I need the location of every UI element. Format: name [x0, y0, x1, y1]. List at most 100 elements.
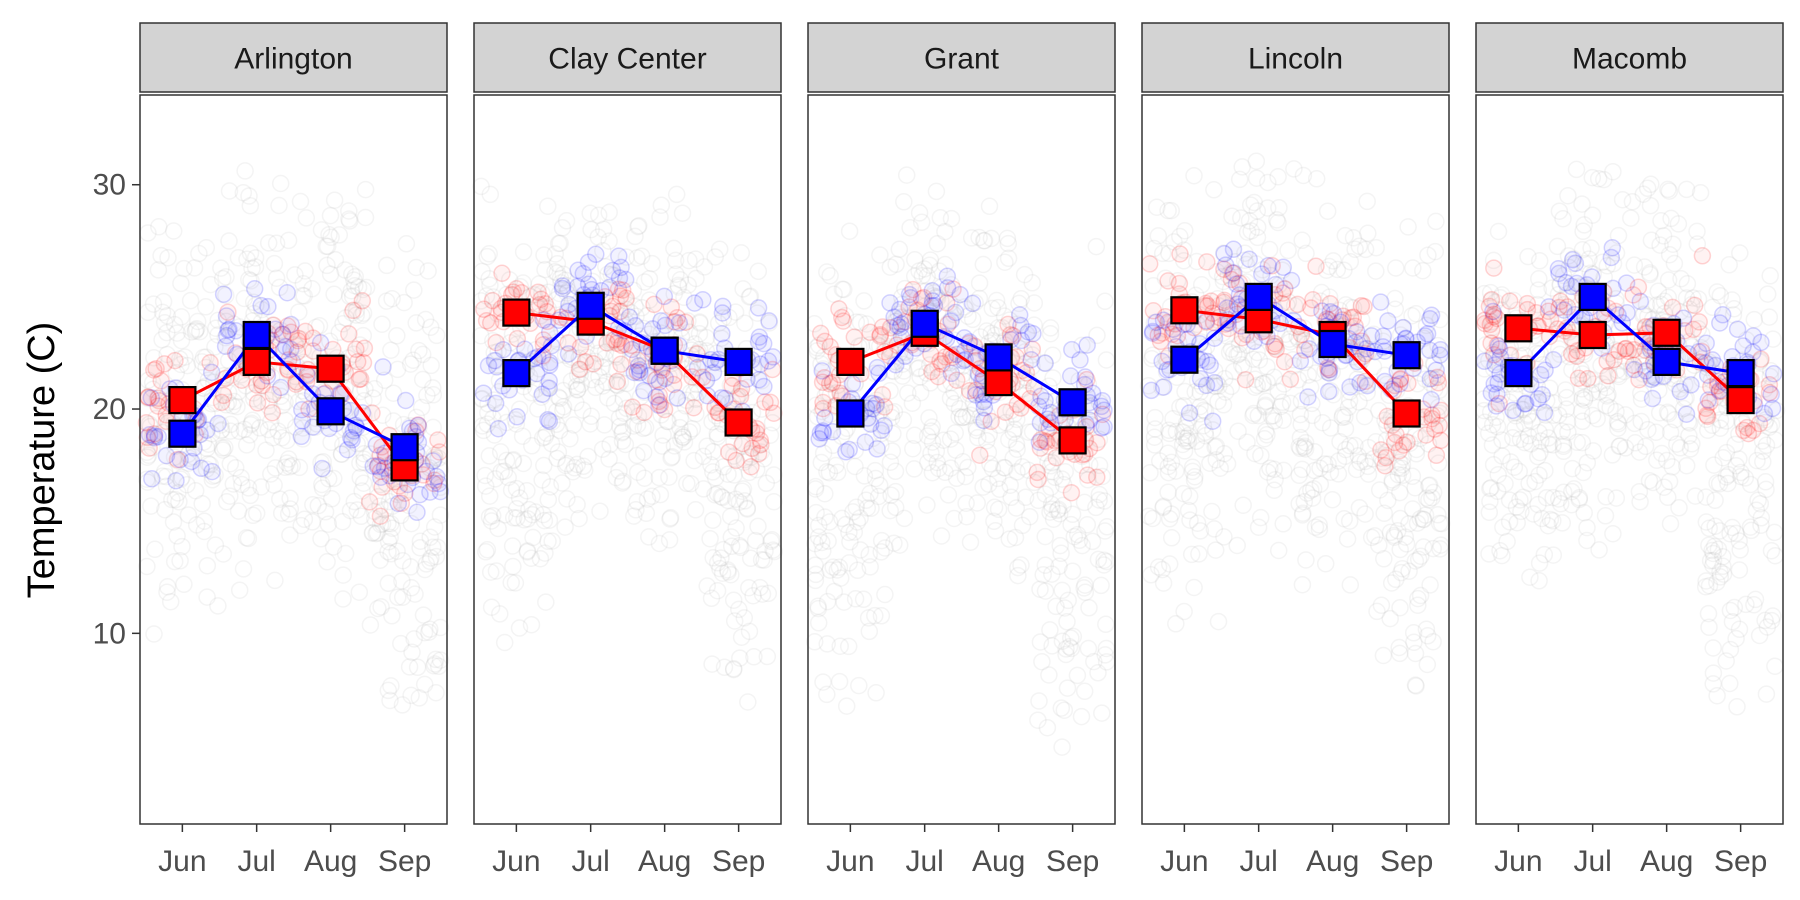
background-point	[420, 623, 438, 641]
background-point	[369, 599, 387, 618]
background-point	[421, 552, 439, 571]
red-point	[150, 392, 168, 410]
red-point	[140, 439, 158, 457]
background-point	[492, 404, 510, 422]
background-point	[281, 458, 299, 476]
blue-point	[140, 426, 159, 444]
background-point	[195, 522, 213, 541]
blue-point	[1752, 333, 1770, 352]
background-point	[336, 261, 354, 279]
background-point	[343, 287, 362, 306]
background-point	[390, 483, 409, 501]
background-point	[431, 478, 450, 497]
background-point	[530, 360, 549, 378]
red-point	[727, 451, 745, 470]
red-point	[425, 474, 443, 493]
background-point	[278, 431, 296, 450]
background-point	[276, 458, 294, 477]
blue-point	[1762, 385, 1780, 404]
blue-point	[485, 351, 504, 370]
background-point	[507, 500, 526, 518]
blue-point	[374, 358, 392, 376]
background-point	[345, 345, 363, 364]
red-point	[684, 398, 703, 417]
background-point	[427, 326, 446, 345]
background-point	[547, 415, 566, 434]
background-point	[346, 276, 364, 295]
background-point	[481, 185, 500, 204]
background-point	[178, 356, 197, 375]
background-point	[427, 547, 446, 566]
blue-point	[813, 362, 831, 380]
background-point	[394, 551, 412, 570]
red-point	[344, 301, 362, 320]
background-point	[234, 560, 253, 578]
background-point	[424, 418, 442, 437]
background-point	[262, 465, 280, 483]
blue-point	[1371, 293, 1390, 311]
background-point	[252, 392, 271, 410]
background-point	[165, 552, 184, 571]
background-point	[597, 258, 615, 276]
background-point	[600, 360, 619, 378]
background-point	[507, 415, 526, 433]
background-point	[148, 390, 167, 408]
blue-point	[612, 258, 630, 277]
red-point	[360, 493, 379, 511]
background-point	[504, 557, 522, 576]
background-point	[245, 390, 263, 408]
red-point	[617, 289, 635, 308]
background-point	[415, 623, 434, 642]
background-point	[422, 549, 440, 567]
background-point	[379, 681, 398, 700]
background-point	[314, 452, 332, 471]
background-point	[479, 395, 497, 413]
background-point	[167, 364, 186, 382]
background-point	[343, 265, 361, 284]
blue-point	[668, 389, 687, 407]
background-point	[410, 418, 428, 437]
blue-point	[219, 321, 237, 339]
background-point	[166, 490, 185, 509]
x-tick-label-aug: Aug	[1306, 845, 1359, 878]
red-point	[1432, 431, 1450, 450]
background-point	[209, 311, 227, 330]
blue-point	[529, 348, 547, 366]
background-point	[253, 300, 271, 319]
blue-point	[182, 452, 201, 471]
background-point	[570, 349, 588, 367]
background-point	[489, 519, 507, 538]
background-point	[330, 323, 349, 342]
background-point	[495, 633, 514, 652]
background-point	[568, 381, 587, 399]
background-point	[480, 245, 498, 263]
background-point	[491, 443, 510, 461]
background-point	[297, 209, 316, 227]
background-point	[431, 618, 450, 637]
background-point	[361, 445, 380, 463]
background-point	[552, 274, 570, 292]
background-point	[476, 477, 495, 495]
background-point	[306, 418, 325, 436]
background-point	[614, 390, 632, 408]
background-point	[354, 474, 373, 492]
blue-point	[559, 345, 578, 363]
background-point	[332, 445, 351, 463]
blue-point	[1061, 367, 1080, 385]
background-point	[294, 430, 312, 448]
background-point	[478, 415, 497, 433]
facet-strip-label: Lincoln	[1248, 43, 1343, 76]
facet-arlington: Arlington Jun Jul Aug Sep	[137, 22, 450, 878]
red-point	[166, 351, 184, 370]
background-point	[164, 513, 183, 531]
red-mean-marker-aug	[1652, 318, 1681, 347]
background-point	[247, 296, 265, 315]
background-point	[549, 346, 568, 364]
background-point	[424, 386, 443, 404]
red-point	[263, 403, 282, 422]
background-point	[477, 287, 496, 305]
background-point	[171, 552, 189, 570]
red-point	[612, 336, 631, 355]
background-point	[589, 344, 608, 363]
red-point	[584, 355, 602, 373]
